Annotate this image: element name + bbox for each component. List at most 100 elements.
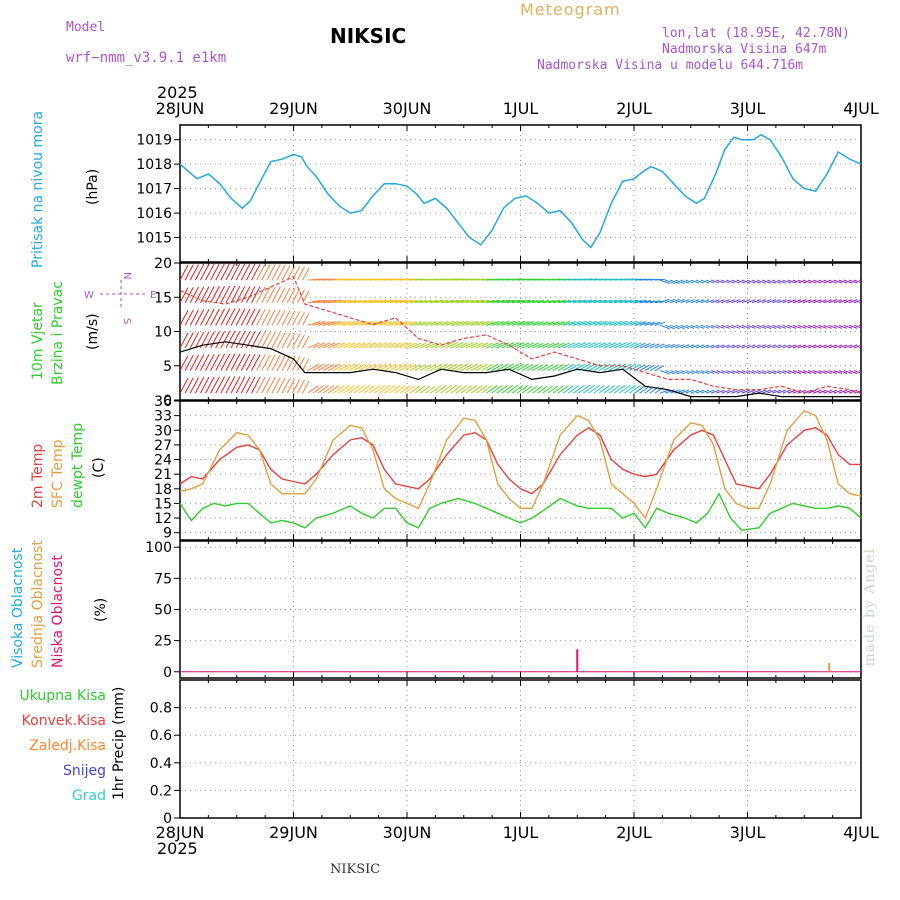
wind-arrow [419,364,431,371]
wind-arrow [542,299,555,304]
wind-arrow [756,279,767,284]
wind-arrow [481,385,493,394]
wind-arrow [685,299,695,304]
wind-arrow [435,363,448,371]
wind-arrow [276,332,286,349]
wind-arrow [659,279,670,285]
wind-arrow [424,385,436,394]
wind-arrow [813,389,822,394]
wind-arrow [332,363,346,371]
wind-arrow [527,364,539,371]
wind-arrow [624,299,638,304]
wind-arrow [818,299,827,304]
wind-arrow [542,385,553,394]
pressure-ytick-label: 1018 [136,157,172,173]
wind-arrow [547,299,560,304]
wind-arrow [751,279,761,284]
wind-arrow [746,279,756,284]
wind-arrow [828,299,837,304]
wind-arrow [823,279,832,284]
wind-arrow [782,324,791,329]
wind-arrow [573,342,587,349]
wind-arrow [348,363,361,371]
wind-arrow [716,324,725,329]
wind-arrow [751,344,761,349]
wind-arrow [613,384,626,394]
wind-arrow [297,311,305,326]
wind-arrow [624,342,638,349]
wind-arrow [659,370,670,375]
wind-arrow [394,385,406,394]
wind-arrow [700,344,710,349]
wind-arrow [573,320,587,326]
wind-arrow [527,385,538,394]
wind-arrow [736,389,746,394]
wind-arrow [772,344,782,349]
wind-arrow [629,363,641,371]
wind-arrow [230,285,241,303]
wind-arrow [194,264,205,281]
wind-arrow [338,342,351,349]
wind-arrow [705,370,715,374]
wind-arrow [593,385,605,394]
wind-arrow [429,385,442,394]
wind-arrow [251,308,261,326]
wind-arrow [838,299,848,304]
wind-arrow [583,320,597,326]
wind-arrow [848,344,858,349]
wind-arrow [782,370,791,374]
wind-arrow [675,370,685,375]
wind-arrow [644,386,654,394]
wind-arrow [808,344,817,349]
wind-arrow [322,385,335,394]
wind-arrow [762,299,772,304]
wind-arrow [215,331,226,349]
wind-arrow [751,389,761,394]
wind-arrow [848,299,858,304]
wind-arrow [736,299,746,304]
wind-arrow [695,279,705,284]
wind-arrow [414,364,426,371]
wind-arrow [828,344,837,349]
wind-arrow [516,299,531,304]
wind-arrow [220,263,231,281]
wind-arrow [751,370,761,375]
wind-arrow [455,299,470,304]
wind-arrow [746,344,756,349]
wind-arrow [833,299,843,304]
wind-arrow [756,344,767,349]
wind-arrow [634,299,647,304]
wind-arrow [716,299,725,304]
wind-arrow [445,299,460,304]
wind-arrow [721,299,730,304]
wind-arrow [639,386,650,394]
wind-arrow [522,342,535,349]
wind-arrow [654,365,665,371]
wind-arrow [751,324,761,329]
wind-arrow [476,320,490,326]
wind-arrow [639,300,651,304]
wind-arrow [823,389,832,394]
wind-arrow [384,320,398,326]
wind-arrow [711,324,720,329]
wind-arrow [848,279,858,284]
compass-n: N [121,272,132,279]
wind-gust-line [179,275,862,394]
precip-ytick-label: 0.6 [150,728,172,744]
wind-arrow [184,287,194,303]
wind-arrow [777,370,786,375]
wind-arrow [373,299,388,304]
wind-arrow [307,320,321,326]
wind-arrow [194,286,205,303]
wind-arrow [455,363,468,371]
wind-arrow [373,342,387,349]
wind-arrow [731,324,740,329]
wind-arrow [470,320,484,326]
wind-arrow [721,370,730,374]
wind-arrow [286,310,296,326]
wind-frame [179,262,862,401]
wind-arrow [562,321,576,326]
wind-arrow [348,320,362,326]
wind-arrow [460,385,473,394]
wind-arrow [762,370,772,375]
